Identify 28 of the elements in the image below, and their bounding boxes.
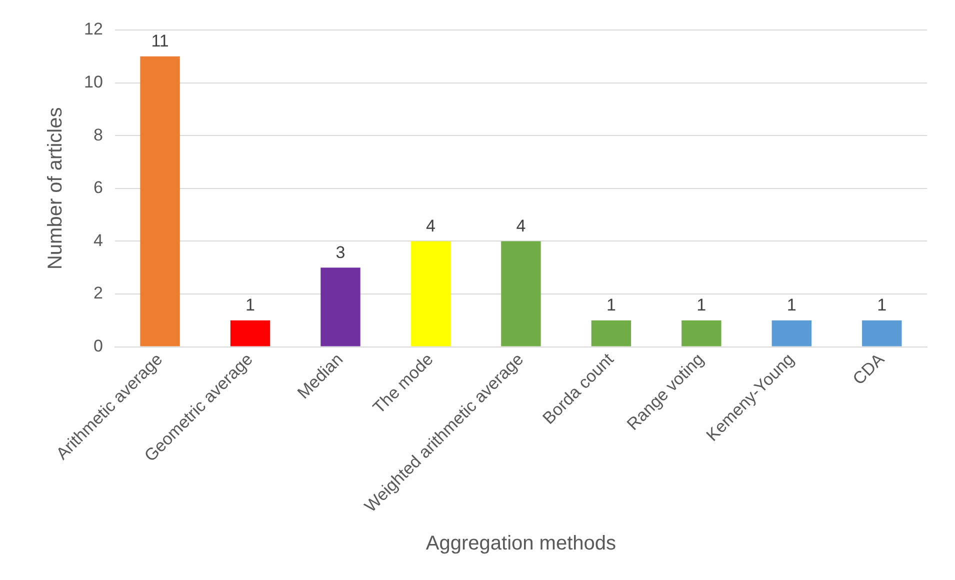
y-tick-label: 0 — [93, 336, 103, 356]
data-label: 11 — [151, 32, 169, 51]
bar — [682, 320, 722, 346]
y-tick-label: 4 — [93, 230, 103, 250]
bar — [862, 320, 902, 346]
data-label: 1 — [877, 296, 887, 315]
y-tick-label: 6 — [93, 178, 103, 198]
bar — [501, 241, 541, 346]
bar — [410, 241, 451, 346]
y-tick-label: 2 — [93, 284, 103, 303]
x-tick-label: CDA — [849, 349, 888, 389]
y-tick-label: 12 — [84, 20, 103, 39]
bar — [772, 320, 812, 346]
bar — [230, 320, 270, 346]
bar — [140, 56, 180, 346]
data-label: 3 — [336, 242, 346, 262]
data-label: 4 — [426, 216, 436, 236]
data-label: 4 — [516, 216, 526, 236]
y-tick-label: 10 — [84, 72, 103, 92]
y-tick-label: 8 — [93, 125, 103, 144]
data-label: 1 — [246, 296, 255, 315]
y-axis-title: Number of articles — [44, 107, 67, 270]
data-label: 1 — [606, 296, 616, 315]
bar — [320, 268, 360, 346]
data-label: 1 — [696, 296, 706, 315]
data-label: 1 — [786, 296, 796, 315]
bar — [591, 320, 632, 346]
x-axis-title: Aggregation methods — [426, 532, 616, 555]
